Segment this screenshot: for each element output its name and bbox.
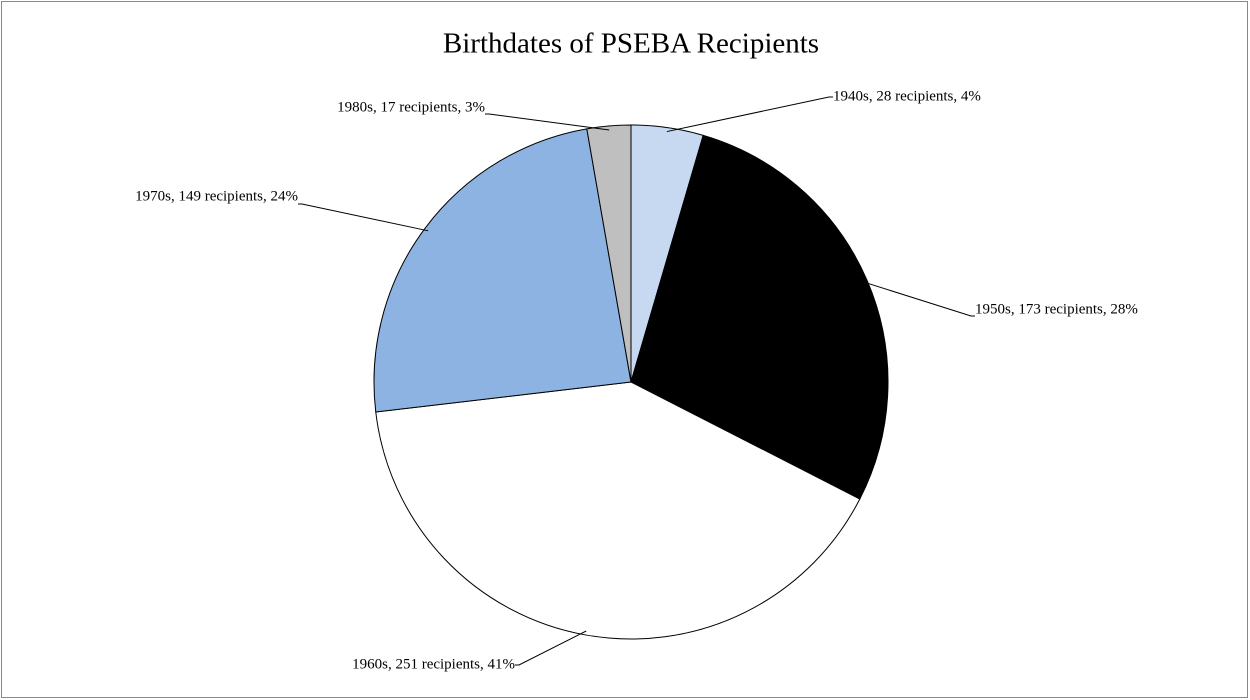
pie-slice — [373, 128, 632, 413]
data-label: 1970s, 149 recipients, 24% — [135, 188, 298, 204]
data-label: 1950s, 173 recipients, 28% — [975, 301, 1138, 317]
chart-title: Birthdates of PSEBA Recipients — [443, 28, 819, 60]
leader-line — [485, 113, 610, 131]
leader-line — [515, 630, 587, 666]
pie-slice — [586, 124, 632, 383]
leader-line — [863, 281, 975, 317]
data-label: 1940s, 28 recipients, 4% — [833, 88, 981, 104]
data-label: 1980s, 17 recipients, 3% — [337, 99, 485, 115]
data-label: 1960s, 251 recipients, 41% — [352, 656, 515, 672]
leader-line — [298, 203, 429, 232]
pie-slice — [375, 381, 861, 640]
pie-slice — [630, 134, 889, 500]
leader-line — [666, 96, 833, 133]
